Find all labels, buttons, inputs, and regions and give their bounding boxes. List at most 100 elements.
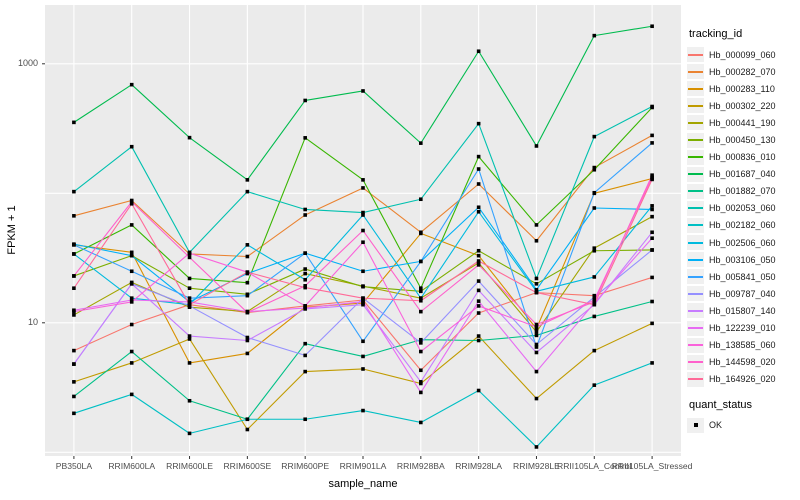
x-tick-label: RRIM901LA <box>340 461 387 471</box>
data-point <box>361 284 365 289</box>
data-point <box>534 290 539 295</box>
data-point <box>361 186 365 190</box>
legend-entry-label: Hb_122239_010 <box>709 323 776 334</box>
data-point <box>72 286 76 291</box>
data-point <box>245 417 250 422</box>
data-point <box>592 275 597 279</box>
data-point <box>245 254 250 259</box>
data-point <box>245 351 250 356</box>
data-point <box>129 361 134 365</box>
line-swatch-icon <box>688 121 703 124</box>
data-point <box>303 267 307 271</box>
series-line-key <box>687 320 704 336</box>
legend-entry-label: Hb_000836_010 <box>709 152 776 163</box>
data-point <box>245 335 250 340</box>
legend-entry-label: Hb_164926_020 <box>709 374 776 385</box>
data-point <box>72 274 76 278</box>
line-swatch-icon <box>688 224 703 227</box>
data-point <box>303 213 307 217</box>
data-point <box>650 207 654 212</box>
data-point <box>592 165 597 170</box>
data-point <box>187 337 192 341</box>
data-point <box>303 136 307 140</box>
legend-entry: Hb_138585_060 <box>687 337 799 354</box>
y-tick-label-10: 10 <box>27 317 38 327</box>
data-point <box>476 263 481 267</box>
data-point <box>129 296 134 300</box>
data-point <box>187 286 192 291</box>
data-point <box>129 223 134 227</box>
data-point <box>650 361 654 365</box>
data-point <box>534 282 539 286</box>
legend-title-quant-status: quant_status <box>689 398 752 411</box>
data-point <box>476 167 481 171</box>
data-point <box>476 253 481 258</box>
data-point <box>129 298 134 302</box>
data-point <box>129 144 134 149</box>
legend-entry-label: Hb_002506_060 <box>709 237 776 248</box>
data-point <box>72 252 76 256</box>
data-point <box>419 420 423 425</box>
data-point <box>419 286 423 291</box>
data-point <box>361 240 365 245</box>
data-point <box>129 201 134 206</box>
data-point <box>476 304 481 308</box>
legend-entry-label: Hb_000099_060 <box>709 49 776 60</box>
data-point <box>129 82 134 87</box>
data-point <box>72 243 76 247</box>
legend-entry: Hb_009787_040 <box>687 285 799 302</box>
data-point <box>419 368 423 373</box>
data-point <box>129 349 134 354</box>
data-point <box>650 133 654 138</box>
data-point <box>303 304 307 308</box>
data-point <box>72 309 76 314</box>
data-point <box>650 230 654 235</box>
data-point <box>187 431 192 436</box>
data-point <box>72 394 76 399</box>
data-point <box>592 134 597 139</box>
line-swatch-icon <box>688 275 703 278</box>
data-point <box>650 299 654 304</box>
line-swatch-icon <box>688 173 703 176</box>
legend-entry: Hb_000283_110 <box>687 80 799 97</box>
legend-entry: Hb_000282_070 <box>687 63 799 80</box>
x-axis-title: sample_name <box>328 478 398 490</box>
legend-entry: Hb_122239_010 <box>687 320 799 337</box>
data-point <box>534 369 539 374</box>
line-swatch-icon <box>688 309 703 312</box>
data-point <box>187 334 192 338</box>
data-point <box>476 205 481 210</box>
data-point <box>245 280 250 285</box>
data-point <box>592 302 597 307</box>
data-point <box>303 285 307 290</box>
data-point <box>303 341 307 346</box>
line-swatch-icon <box>688 139 703 142</box>
data-point <box>303 369 307 374</box>
data-point <box>650 141 654 145</box>
data-point <box>361 213 365 217</box>
data-point <box>592 383 597 387</box>
data-point <box>361 296 365 300</box>
data-point <box>592 33 597 38</box>
data-point <box>361 302 365 307</box>
legend-entry-label: Hb_000302_220 <box>709 100 776 111</box>
legend-entry: Hb_002506_060 <box>687 234 799 251</box>
data-point <box>650 214 654 219</box>
series-line-key <box>687 371 704 387</box>
legend-entry-label: OK <box>709 420 723 431</box>
legend-entry: Hb_000302_220 <box>687 97 799 114</box>
legend-entry-label: Hb_015807_140 <box>709 305 776 316</box>
legend-entry-label: Hb_144598_020 <box>709 357 776 368</box>
series-line-key <box>687 286 704 302</box>
data-point <box>72 362 76 366</box>
legend-entry: Hb_015807_140 <box>687 302 799 319</box>
data-point <box>419 141 423 145</box>
data-point <box>72 348 76 353</box>
data-point <box>419 259 423 264</box>
series-line-key <box>687 235 704 251</box>
data-point <box>592 314 597 319</box>
data-point <box>650 321 654 326</box>
data-point <box>534 350 539 355</box>
data-point <box>187 398 192 403</box>
data-point <box>419 298 423 303</box>
